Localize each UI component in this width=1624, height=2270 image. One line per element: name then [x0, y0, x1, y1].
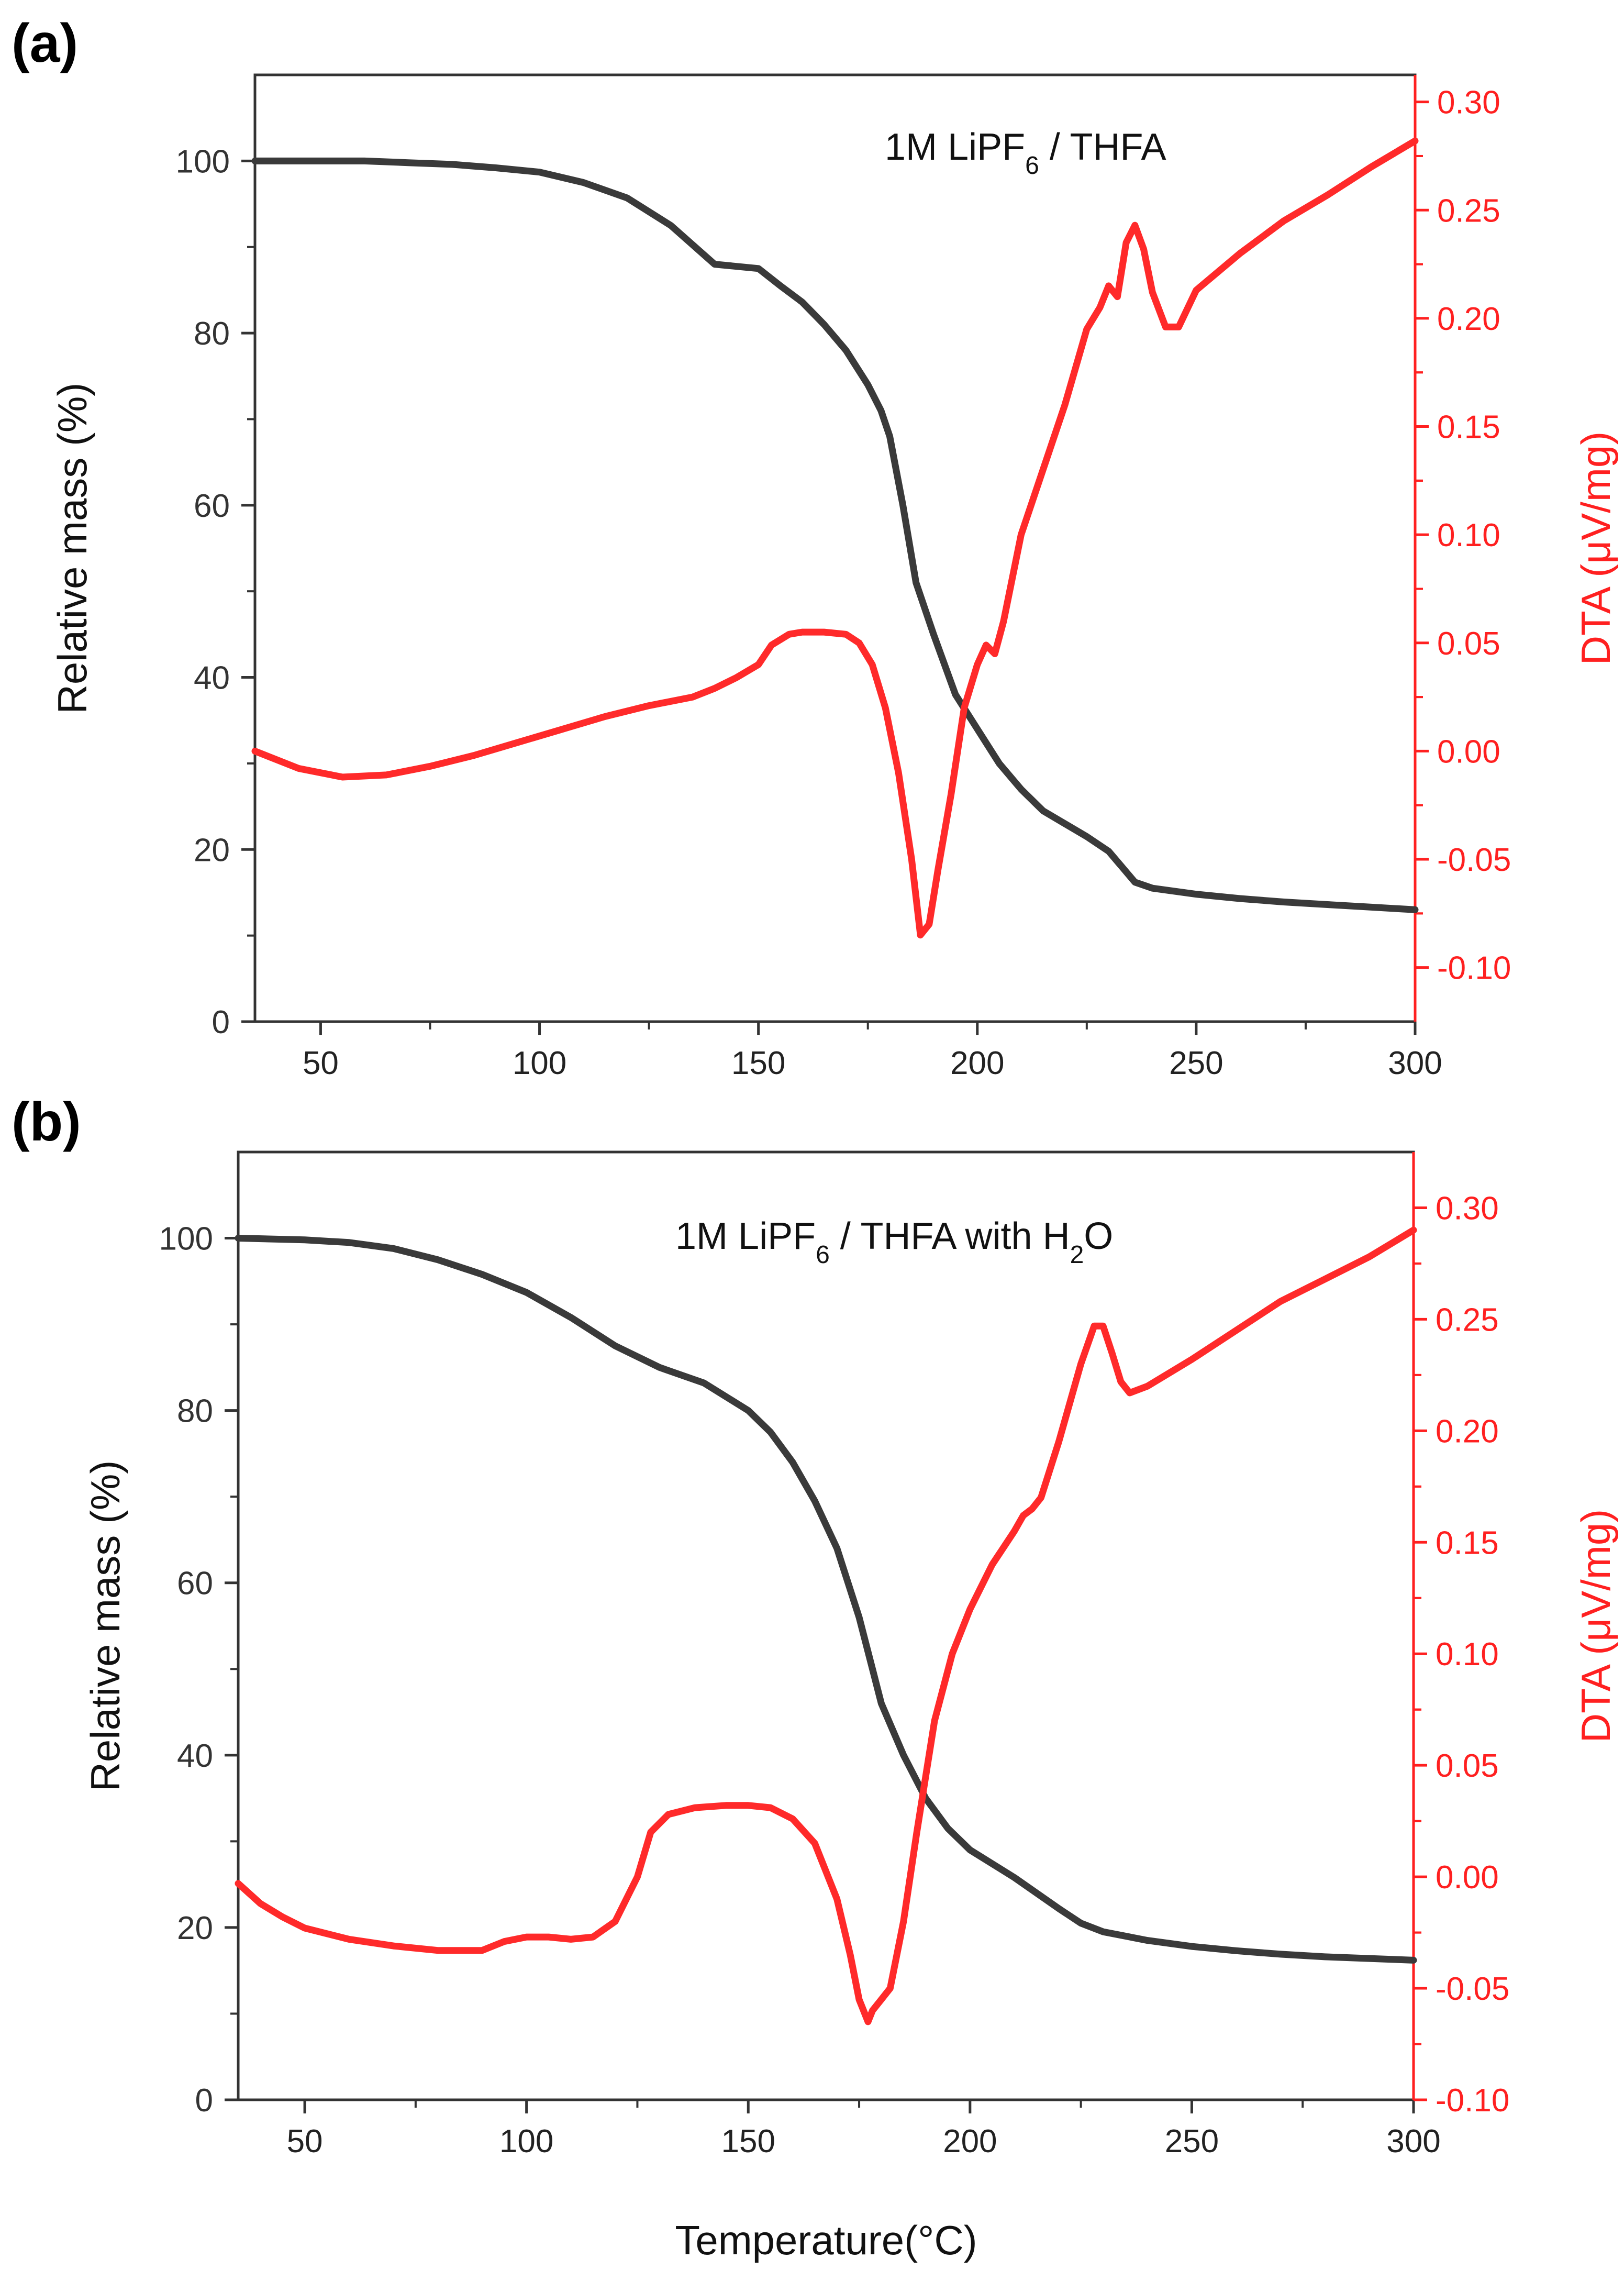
y-tick-label: 100 [159, 1221, 213, 1257]
panel-label: (b) [12, 1092, 81, 1153]
y2-tick-label: 0.00 [1437, 734, 1500, 770]
plot-frame [253, 73, 1417, 1023]
mass-series-line [251, 157, 1419, 913]
tick-labels: 50 100 150 200 250 300 0 20 40 60 80 100 -0.10 -0.05 0… [176, 85, 1511, 1081]
y2-tick-label: 0.30 [1437, 85, 1500, 121]
annotation-label: 1M LiPF6 / THFA [885, 126, 1166, 180]
x-tick-label: 50 [287, 2123, 323, 2160]
x-tick-label: 250 [1165, 2123, 1219, 2160]
y-tick-label: 0 [195, 2083, 213, 2119]
x-tick-label: 50 [303, 1045, 339, 1081]
data-series [251, 137, 1419, 939]
y2-tick-label: -0.05 [1436, 1971, 1509, 2007]
annotation-label: 1M LiPF6 / THFA with H2O [675, 1215, 1113, 1269]
panel-b: (b) 50 100 150 200 250 300 0 20 40 60 80 100 -0.10 -0… [12, 1092, 1619, 2160]
y-tick-label: 80 [194, 316, 230, 352]
x-tick-label: 100 [499, 2123, 553, 2160]
y2-tick-label: 0.10 [1436, 1636, 1499, 1673]
y2-tick-label: 0.20 [1436, 1413, 1499, 1449]
y2-tick-label: 0.20 [1437, 301, 1500, 337]
y-tick-label: 40 [194, 660, 230, 696]
x-axis-title: Temperature(°C) [675, 2217, 977, 2263]
plot-frame [237, 1150, 1415, 2101]
x-tick-label: 200 [943, 2123, 997, 2160]
y2-axis-title: DTA (μV/mg) [1573, 1509, 1619, 1743]
tick-marks [225, 1206, 1427, 2113]
y-tick-label: 20 [177, 1910, 213, 1946]
y2-tick-label: 0.05 [1436, 1748, 1499, 1784]
y-tick-label: 0 [212, 1004, 230, 1040]
y-tick-label: 20 [194, 832, 230, 868]
y2-tick-label: 0.30 [1436, 1190, 1499, 1226]
y2-tick-label: 0.00 [1436, 1859, 1499, 1896]
y2-tick-label: 0.15 [1436, 1525, 1499, 1561]
y-axis-title: Relative mass (%) [82, 1460, 128, 1792]
x-tick-label: 300 [1386, 2123, 1440, 2160]
dta-series-line [235, 1226, 1417, 2025]
y-tick-label: 100 [176, 143, 230, 180]
y2-tick-label: 0.05 [1437, 626, 1500, 662]
x-tick-label: 200 [950, 1045, 1004, 1081]
panel-a: (a) 50 100 150 200 250 300 0 20 40 60 80 100 -0.10 -0… [12, 13, 1619, 1081]
data-series [235, 1226, 1417, 2025]
y-tick-label: 60 [177, 1566, 213, 1602]
y-tick-label: 80 [177, 1393, 213, 1430]
y2-tick-label: 0.10 [1437, 517, 1500, 553]
y-tick-label: 40 [177, 1738, 213, 1774]
x-tick-label: 300 [1388, 1045, 1442, 1081]
y2-tick-label: 0.25 [1437, 193, 1500, 229]
y2-tick-label: -0.10 [1436, 2083, 1509, 2119]
tick-labels: 50 100 150 200 250 300 0 20 40 60 80 100 -0.10 -0.05 0… [159, 1190, 1510, 2160]
x-tick-label: 150 [731, 1045, 785, 1081]
y-tick-label: 60 [194, 488, 230, 524]
dta-series-line [251, 137, 1419, 939]
mass-series-line [235, 1235, 1417, 1964]
panel-label: (a) [12, 13, 78, 74]
x-tick-label: 150 [721, 2123, 775, 2160]
y2-tick-label: -0.10 [1437, 950, 1511, 987]
y2-tick-label: 0.25 [1436, 1302, 1499, 1338]
x-tick-label: 250 [1169, 1045, 1223, 1081]
y-axis-title: Relative mass (%) [49, 383, 95, 714]
y2-tick-label: 0.15 [1437, 409, 1500, 446]
y2-axis-title: DTA (μV/mg) [1573, 431, 1619, 666]
y2-tick-label: -0.05 [1437, 842, 1511, 878]
x-tick-label: 100 [513, 1045, 566, 1081]
